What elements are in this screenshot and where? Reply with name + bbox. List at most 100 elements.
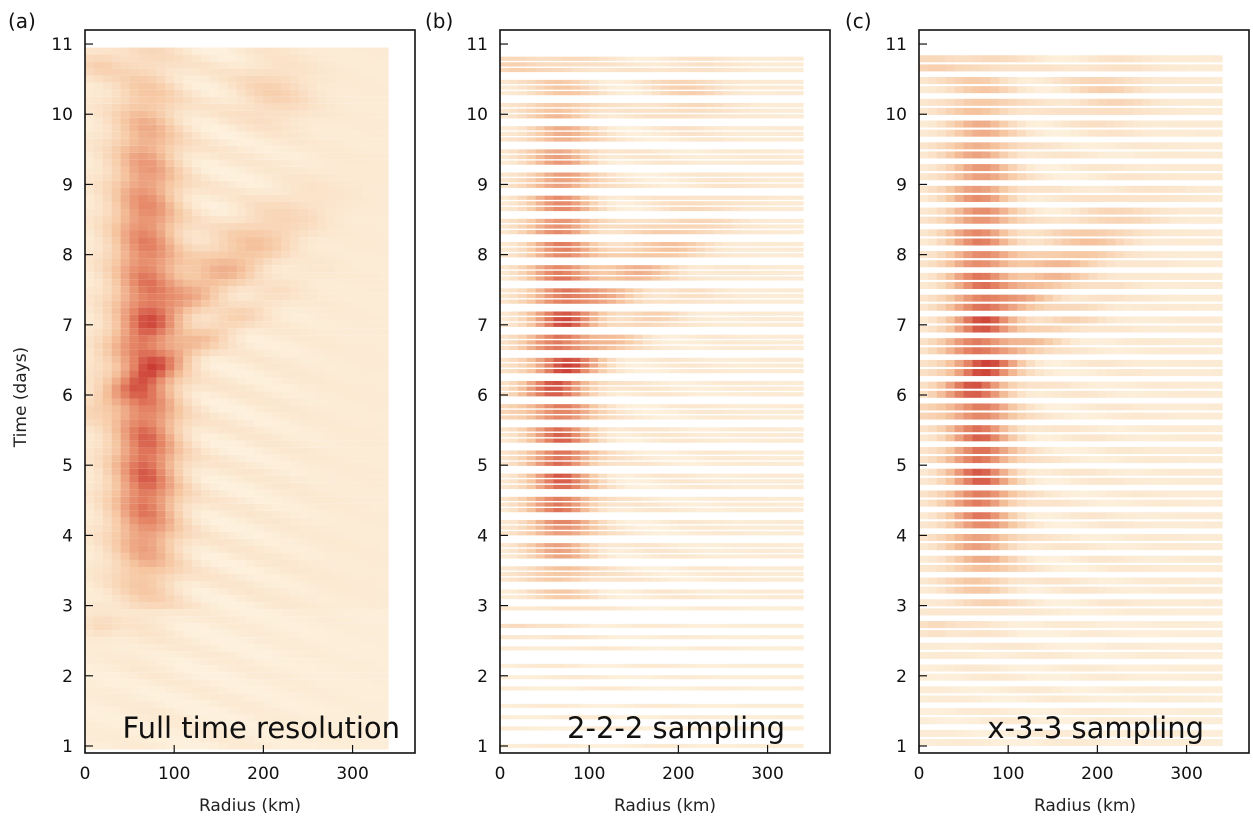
heatmap-cell <box>192 166 202 174</box>
heatmap-cell <box>209 363 220 371</box>
heatmap-cell <box>192 159 202 167</box>
heatmap-cell <box>785 566 795 571</box>
heatmap-cell <box>325 489 336 497</box>
heatmap-cell <box>299 223 309 231</box>
y-tick-label: 8 <box>62 246 73 266</box>
heatmap-cell <box>120 384 130 392</box>
heatmap-cell <box>678 519 688 525</box>
heatmap-cell <box>500 675 510 680</box>
heatmap-cell <box>183 314 193 322</box>
heatmap-cell <box>299 110 309 118</box>
heatmap-cell <box>156 510 166 518</box>
heatmap-cell <box>370 173 380 181</box>
heatmap-cell <box>316 68 327 76</box>
heatmap-cell <box>325 742 336 750</box>
heatmap-cell <box>290 363 300 371</box>
heatmap-cell <box>236 489 246 497</box>
heatmap-cell <box>263 293 273 301</box>
heatmap-cell <box>299 187 309 195</box>
heatmap-cell <box>749 743 760 749</box>
heatmap-cell <box>290 700 300 708</box>
heatmap-cell <box>370 588 380 596</box>
heatmap-cell <box>147 433 157 441</box>
heatmap-cell <box>660 566 670 571</box>
heatmap-cell <box>705 473 715 478</box>
heatmap-cell <box>508 479 519 484</box>
heatmap-cell <box>299 173 309 181</box>
heatmap-cell <box>580 484 590 490</box>
heatmap-cell <box>183 96 193 104</box>
heatmap-cell <box>209 602 220 610</box>
heatmap-cell <box>120 251 130 259</box>
heatmap-cell <box>379 595 389 603</box>
heatmap-cell <box>749 548 760 553</box>
heatmap-cell <box>120 665 130 673</box>
heatmap-cell <box>316 251 327 259</box>
heatmap-cell <box>343 166 353 174</box>
heatmap-cell <box>227 363 238 371</box>
heatmap-cell <box>218 623 229 631</box>
heatmap-cell <box>299 566 309 575</box>
heatmap-cell <box>156 637 166 645</box>
heatmap-cell <box>370 223 380 231</box>
heatmap-cell <box>325 728 336 736</box>
heatmap-cell <box>651 519 661 525</box>
heatmap-cell <box>334 314 345 322</box>
heatmap-cell <box>299 644 309 652</box>
heatmap-cell <box>129 559 139 567</box>
heatmap-cell <box>352 370 362 378</box>
heatmap-cell <box>776 369 786 374</box>
heatmap-cell <box>129 637 139 645</box>
heatmap-cell <box>156 426 166 434</box>
heatmap-cell <box>299 131 309 139</box>
heatmap-cell <box>192 454 202 462</box>
heatmap-cell <box>334 356 345 364</box>
heatmap-cell <box>651 496 661 502</box>
heatmap-cell <box>174 461 184 469</box>
heatmap-cell <box>236 82 246 90</box>
heatmap-cell <box>236 503 246 511</box>
heatmap-cell <box>93 279 104 287</box>
heatmap-cell <box>687 473 697 478</box>
heatmap-cell <box>571 726 581 731</box>
heatmap-cell <box>316 377 327 385</box>
heatmap-cell <box>714 508 724 513</box>
heatmap-cell <box>334 159 345 167</box>
heatmap-cell <box>183 342 193 350</box>
heatmap-cell <box>325 356 336 364</box>
heatmap-cell <box>379 356 389 364</box>
heatmap-cell <box>361 700 371 708</box>
heatmap-cell <box>209 272 220 280</box>
heatmap-cell <box>334 237 345 245</box>
heatmap-cell <box>370 342 380 350</box>
heatmap-cell <box>544 715 554 720</box>
heatmap-cell <box>200 595 211 603</box>
heatmap-cell <box>272 672 282 680</box>
heatmap-cell <box>192 602 202 610</box>
heatmap-cell <box>245 700 255 708</box>
heatmap-cell <box>571 525 581 530</box>
heatmap-cell <box>740 450 751 455</box>
heatmap-cell <box>165 75 175 83</box>
heatmap-cell <box>281 651 291 659</box>
heatmap-cell <box>379 693 389 701</box>
heatmap-cell <box>272 595 282 603</box>
heatmap-cell <box>731 479 742 484</box>
heatmap-cell <box>263 665 273 673</box>
heatmap-cell <box>669 363 679 368</box>
heatmap-cell <box>120 595 130 603</box>
heatmap-cell <box>731 606 742 611</box>
heatmap-cell <box>352 244 362 252</box>
heatmap-cell <box>290 321 300 329</box>
heatmap-cell <box>517 606 528 611</box>
heatmap-cell <box>147 335 157 343</box>
heatmap-cell <box>254 293 264 301</box>
heatmap-cell <box>553 450 563 455</box>
heatmap-cell <box>120 96 130 104</box>
heatmap-cell <box>254 440 264 448</box>
heatmap-cell <box>236 384 246 392</box>
heatmap-cell <box>633 663 644 669</box>
heatmap-cell <box>254 300 264 308</box>
heatmap-cell <box>562 606 572 611</box>
heatmap-cell <box>316 159 327 167</box>
